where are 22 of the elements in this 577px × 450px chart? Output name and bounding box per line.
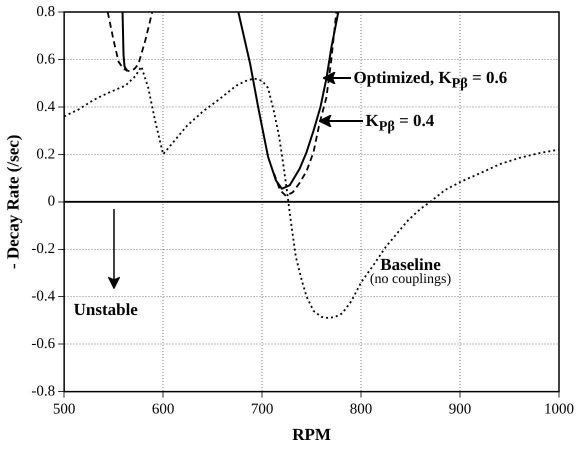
- x-axis-title: RPM: [292, 425, 331, 444]
- y-tick-label: -0.8: [31, 384, 56, 400]
- x-tick-label: 500: [52, 402, 76, 418]
- x-tick-label: 600: [152, 402, 174, 418]
- annotation: Baseline: [380, 254, 441, 274]
- y-axis-title: - Decay Rate (/sec): [4, 134, 23, 270]
- x-tick-label: 900: [448, 402, 472, 418]
- x-tick-label: 700: [250, 402, 274, 418]
- annotation: (no couplings): [370, 272, 452, 287]
- x-tick-label: 800: [350, 402, 372, 418]
- annotation: Unstable: [74, 300, 138, 320]
- annotation: Optimized, K$_{Pβ}$ = 0.6: [353, 68, 508, 92]
- y-tick-label: 0: [48, 194, 56, 210]
- y-tick-label: -0.6: [31, 336, 56, 352]
- y-tick-label: -0.4: [31, 288, 56, 305]
- annotation: K$_{Pβ}$ = 0.4: [365, 110, 434, 134]
- y-tick-label: 0.8: [36, 4, 56, 20]
- x-tick-label: 1000: [544, 402, 574, 418]
- y-tick-label: 0.6: [36, 51, 56, 68]
- y-tick-label: 0.4: [36, 98, 56, 115]
- y-tick-label: -0.2: [31, 241, 56, 258]
- y-tick-label: 0.2: [36, 146, 56, 162]
